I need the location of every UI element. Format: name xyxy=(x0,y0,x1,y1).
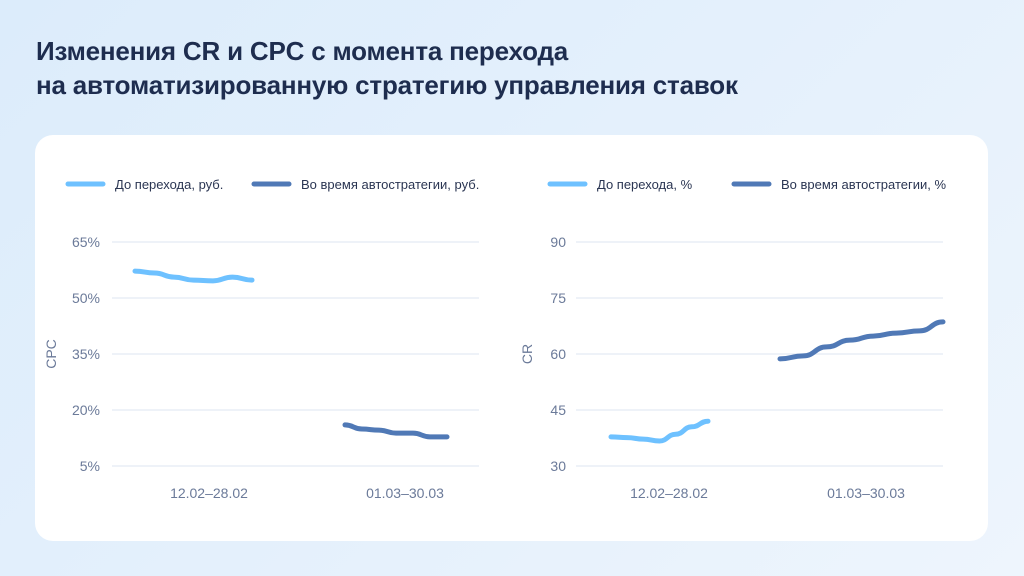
chart-card xyxy=(35,135,988,541)
x-tick-label: 12.02–28.02 xyxy=(170,485,248,501)
series-line-during xyxy=(342,422,450,440)
legend-label: До перехода, % xyxy=(597,177,693,192)
page-title: Изменения CR и CPC с момента перехода на… xyxy=(36,34,738,102)
title-line-2: на автоматизированную стратегию управлен… xyxy=(36,70,738,100)
y-tick-label: 35% xyxy=(72,346,100,362)
x-tick-label: 01.03–30.03 xyxy=(366,485,444,501)
series-line-before xyxy=(608,418,711,444)
x-tick-label: 01.03–30.03 xyxy=(827,485,905,501)
legend-label: До перехода, руб. xyxy=(115,177,223,192)
y-tick-label: 5% xyxy=(80,458,100,474)
y-tick-label: 45 xyxy=(550,402,566,418)
y-tick-label: 65% xyxy=(72,234,100,250)
y-tick-label: 50% xyxy=(72,290,100,306)
y-tick-label: 20% xyxy=(72,402,100,418)
y-tick-label: 60 xyxy=(550,346,566,362)
legend-label: Во время автостратегии, % xyxy=(781,177,947,192)
y-axis-label: CR xyxy=(519,344,535,364)
series-line-before xyxy=(132,268,255,284)
series-line-during xyxy=(777,319,946,362)
y-tick-label: 90 xyxy=(550,234,566,250)
y-tick-label: 75 xyxy=(550,290,566,306)
x-tick-label: 12.02–28.02 xyxy=(630,485,708,501)
legend-label: Во время автостратегии, руб. xyxy=(301,177,479,192)
title-line-1: Изменения CR и CPC с момента перехода xyxy=(36,36,569,66)
y-tick-label: 30 xyxy=(550,458,566,474)
y-axis-label: CPC xyxy=(43,339,59,369)
